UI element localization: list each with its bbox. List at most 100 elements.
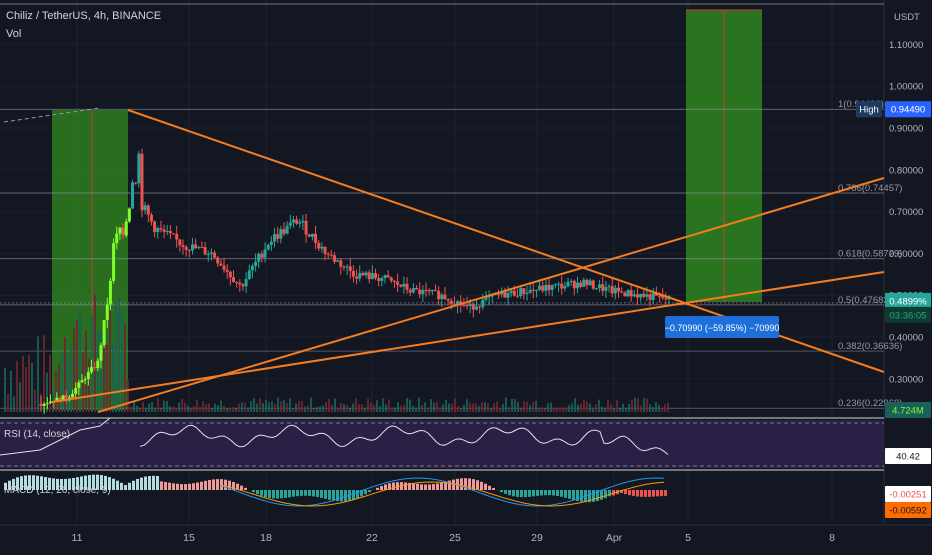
candle-body [349, 266, 352, 271]
fib-level-label: 0.5(0.47683) [838, 295, 892, 306]
candle-body [84, 379, 87, 380]
volume-value-badge-text: 4.724M [892, 406, 924, 417]
macd-histogram-bar [272, 490, 275, 498]
macd-histogram-bar [276, 490, 279, 499]
volume-bar [466, 399, 468, 412]
volume-bar [346, 405, 348, 412]
volume-bar [280, 401, 282, 412]
macd-histogram-bar [124, 485, 127, 490]
candle-body [377, 278, 380, 281]
macd-histogram-bar [660, 490, 663, 496]
candle-body [106, 304, 109, 320]
candle-body [664, 298, 667, 299]
volume-bar [550, 403, 552, 412]
macd-histogram-bar [244, 488, 247, 490]
candle-body [535, 290, 538, 291]
candle-body [554, 284, 557, 285]
candle-body [371, 273, 374, 279]
volume-bar [652, 407, 654, 412]
candle-body [361, 273, 364, 275]
volume-bar [241, 403, 243, 412]
macd-histogram-bar [188, 484, 191, 490]
candle-body [380, 278, 383, 281]
macd-histogram-bar [148, 476, 151, 490]
candle-body [40, 404, 43, 406]
macd-histogram-bar [120, 483, 123, 490]
volume-bar [445, 400, 447, 412]
volume-bar [28, 355, 30, 412]
candle-body [178, 239, 181, 245]
macd-histogram-bar [184, 484, 187, 490]
macd-histogram-bar [504, 490, 507, 494]
candle-body [131, 183, 134, 209]
volume-bar [589, 403, 591, 412]
volume-bar [427, 408, 429, 412]
macd-value1-badge-text: -0.00251 [889, 490, 927, 501]
candle-body [46, 403, 49, 404]
macd-histogram-bar [296, 490, 299, 496]
macd-value1-badge: -0.00251 [885, 486, 931, 502]
macd-histogram-bar [116, 481, 119, 490]
volume-bar [382, 398, 384, 412]
volume-bar [331, 405, 333, 412]
candle-body [475, 307, 478, 310]
candle-body [77, 382, 80, 388]
volume-bar [523, 402, 525, 412]
macd-histogram-bar [172, 483, 175, 490]
volume-value-badge: 4.724M [885, 402, 931, 418]
volume-bar [61, 351, 63, 412]
candle-body [197, 247, 200, 248]
candle-body [317, 243, 320, 249]
candle-body [115, 234, 118, 244]
candle-body [513, 291, 516, 296]
candle-body [604, 287, 607, 291]
candle-body [122, 228, 125, 236]
volume-bar [547, 403, 549, 412]
candle-body [147, 205, 150, 214]
macd-label: MACD (12, 26, close, 9) [4, 485, 111, 496]
candle-body [169, 231, 172, 233]
candle-body [43, 404, 46, 406]
candle-body [431, 290, 434, 291]
volume-bar [109, 310, 111, 412]
candle-body [346, 266, 349, 267]
volume-bar [145, 408, 147, 412]
high-label-badge: High [856, 101, 882, 117]
candle-body [295, 220, 298, 224]
candle-body [497, 294, 500, 295]
candle-body [292, 220, 295, 223]
volume-bar [622, 404, 624, 412]
volume-bar [217, 405, 219, 412]
volume-bar [199, 407, 201, 412]
volume-bar [142, 402, 144, 412]
volume-bar [610, 404, 612, 412]
volume-bar [187, 406, 189, 412]
candle-body [81, 380, 84, 382]
candle-body [383, 275, 386, 278]
candle-body [450, 301, 453, 304]
candle-body [447, 299, 450, 300]
high-label-badge-text: High [859, 105, 879, 116]
date-label: Apr [606, 532, 623, 544]
candle-body [74, 388, 77, 394]
macd-histogram-bar [324, 490, 327, 499]
volume-bar [160, 409, 162, 412]
candle-body [358, 273, 361, 279]
macd-histogram-bar [536, 490, 539, 496]
volume-bar [4, 368, 6, 412]
volume-bar [193, 406, 195, 412]
volume-bar [460, 408, 462, 412]
volume-bar [37, 336, 39, 412]
volume-bar [367, 399, 369, 412]
macd-histogram-bar [524, 490, 527, 497]
high-price-badge: 0.94490 [885, 101, 931, 117]
candle-body [245, 279, 248, 286]
volume-bar [244, 403, 246, 412]
volume-bar [493, 403, 495, 412]
volume-bar [214, 404, 216, 412]
macd-histogram-bar [664, 490, 667, 496]
candle-body [264, 249, 267, 257]
volume-bar [406, 398, 408, 412]
